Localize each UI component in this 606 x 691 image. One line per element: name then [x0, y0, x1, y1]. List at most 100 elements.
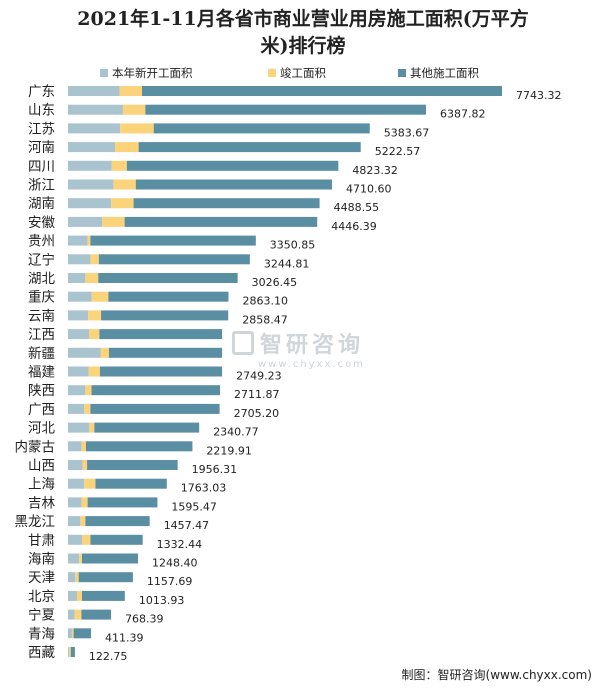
bar-segment-series3	[78, 572, 133, 583]
value-label: 5383.67	[384, 126, 430, 139]
bar-segment-series2	[122, 104, 146, 115]
category-label: 吉林	[28, 495, 55, 511]
category-label: 天津	[28, 570, 55, 586]
value-label: 4488.55	[334, 201, 380, 214]
bar-segment-series2	[79, 553, 83, 564]
bar-segment-series2	[91, 291, 109, 302]
value-label: 4823.32	[352, 164, 398, 177]
footer-credit: 制图：智研咨询(www.chyxx.com)	[401, 668, 592, 682]
bar-segment-series3	[95, 478, 167, 489]
category-label: 海南	[28, 552, 55, 568]
legend-swatch-3	[398, 69, 406, 77]
bar-segment-series2	[89, 422, 95, 433]
bar-segment-series1	[68, 347, 101, 358]
bar-segment-series3	[98, 254, 250, 265]
bar-segment-series1	[68, 609, 75, 620]
bar-segment-series3	[73, 628, 92, 639]
bar-segment-series3	[99, 366, 223, 377]
bar-segment-series2	[102, 216, 125, 227]
value-label: 1013.93	[139, 594, 185, 607]
bar-segment-series3	[99, 329, 223, 340]
bar-segment-series2	[88, 310, 102, 321]
value-label: 4710.60	[346, 183, 392, 196]
bar-segment-series3	[108, 291, 229, 302]
bar-segment-series2	[81, 441, 86, 452]
category-label: 上海	[28, 477, 55, 493]
bar-segment-series2	[85, 273, 99, 283]
category-label: 广东	[28, 84, 55, 100]
value-label: 6387.82	[440, 108, 486, 121]
value-label: 1157.69	[147, 575, 193, 588]
category-label: 江西	[28, 327, 55, 343]
watermark-text: 智研咨询	[260, 333, 365, 358]
category-label: 湖南	[28, 196, 55, 212]
category-label: 贵州	[28, 234, 55, 250]
legend-swatch-2	[268, 69, 276, 77]
value-label: 2219.91	[206, 444, 252, 457]
bar-segment-series1	[68, 403, 85, 414]
legend-swatch-1	[100, 69, 108, 77]
category-label: 河南	[28, 140, 55, 156]
value-label: 3244.81	[264, 257, 310, 270]
bar-segment-series2	[82, 534, 91, 545]
bar-segment-series3	[90, 534, 143, 545]
legend-label-1: 本年新开工面积	[112, 66, 193, 80]
bar-segment-series3	[124, 216, 318, 227]
bar-segment-series1	[68, 104, 123, 115]
value-label: 2711.87	[234, 388, 280, 401]
bar-segment-series3	[153, 123, 370, 134]
category-label: 云南	[28, 308, 55, 324]
value-label: 2749.23	[236, 370, 282, 383]
bar-segment-series2	[74, 609, 82, 620]
watermark-url: www.chyxx.com	[258, 359, 365, 370]
bar-segment-series1	[68, 647, 70, 657]
bar-segment-series2	[120, 123, 154, 134]
value-label: 3026.45	[252, 276, 298, 289]
bar-segment-series2	[90, 254, 99, 265]
value-label: 2705.20	[234, 407, 280, 420]
bar-segment-series3	[90, 403, 220, 414]
category-label: 福建	[28, 365, 55, 381]
bar-segment-series1	[68, 534, 83, 545]
bar-segment-series1	[68, 441, 82, 452]
category-label: 安徽	[28, 215, 55, 231]
bar-segment-series2	[111, 160, 127, 171]
bar-segment-series1	[68, 628, 72, 639]
bar-segment-series3	[81, 609, 112, 620]
bar-segment-series2	[71, 628, 74, 639]
bar-segment-series1	[68, 385, 86, 396]
category-label: 山西	[28, 458, 55, 474]
bar-segment-series3	[87, 460, 178, 470]
value-label: 7743.32	[516, 89, 562, 102]
bar-segment-series2	[75, 572, 79, 583]
value-label: 411.39	[105, 631, 144, 644]
bar-segment-series1	[68, 198, 112, 209]
bar-segment-series3	[138, 142, 361, 153]
bar-segment-series2	[84, 403, 91, 414]
watermark-logo-icon	[232, 331, 254, 355]
category-label: 西藏	[28, 645, 55, 661]
bar-segment-series1	[68, 291, 92, 302]
value-label: 5222.57	[375, 145, 421, 158]
legend-label-3: 其他施工面积	[410, 66, 479, 80]
bar-segment-series1	[68, 216, 103, 227]
bar-segment-series3	[101, 310, 229, 321]
bar-segment-series1	[68, 86, 120, 96]
category-label: 甘肃	[28, 533, 55, 549]
category-label: 广西	[28, 402, 55, 418]
category-label: 湖北	[28, 271, 55, 287]
bar-segment-series1	[68, 572, 76, 583]
bar-segment-series3	[85, 516, 150, 527]
bar-segment-series1	[68, 460, 83, 470]
bar-segment-series2	[87, 235, 91, 246]
category-label: 浙江	[28, 178, 55, 194]
bar-segment-series1	[68, 142, 116, 153]
bar-segment-series3	[126, 160, 339, 171]
bar-segment-series1	[68, 553, 80, 564]
bar-segment-series1	[68, 497, 82, 508]
bar-segment-series3	[82, 590, 125, 601]
bar-segment-series1	[68, 160, 112, 171]
bar-segment-series2	[119, 86, 142, 96]
legend-label-2: 竣工面积	[280, 66, 326, 80]
